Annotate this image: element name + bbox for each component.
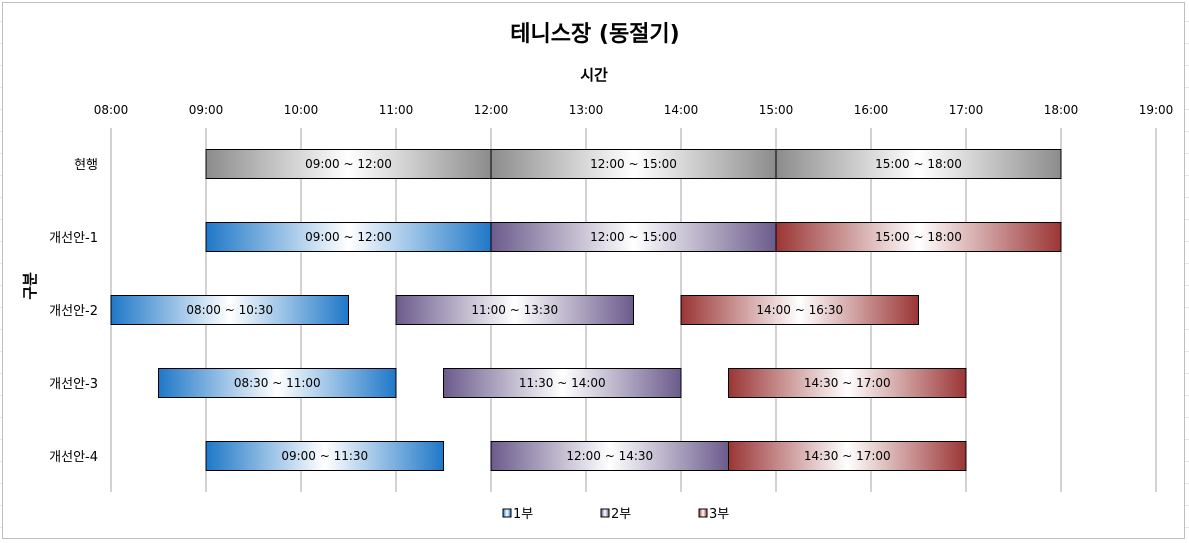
gantt-bar[interactable]: 14:30 ~ 17:00 (728, 441, 967, 471)
bar-label: 15:00 ~ 18:00 (875, 157, 962, 171)
gantt-bar[interactable]: 12:00 ~ 15:00 (490, 149, 777, 179)
x-tick-label: 11:00 (379, 103, 414, 117)
bar-label: 14:30 ~ 17:00 (804, 376, 891, 390)
bar-label: 14:00 ~ 16:30 (756, 303, 843, 317)
x-tick-label: 13:00 (569, 103, 604, 117)
gantt-bar[interactable]: 08:00 ~ 10:30 (110, 295, 349, 325)
bar-rect[interactable] (110, 295, 349, 325)
bar-rect[interactable] (158, 368, 397, 398)
bar-rect[interactable] (680, 295, 919, 325)
x-tick-label: 17:00 (949, 103, 984, 117)
chart-title: 테니스장 (동절기) (510, 22, 679, 47)
gantt-bar[interactable]: 15:00 ~ 18:00 (775, 149, 1062, 179)
category-label: 개선안-1 (49, 231, 98, 246)
bar-label: 14:30 ~ 17:00 (804, 449, 891, 463)
bar-rect[interactable] (728, 441, 967, 471)
category-label: 개선안-3 (49, 377, 98, 392)
category-label: 현행 (74, 157, 98, 173)
bar-label: 09:00 ~ 12:00 (305, 157, 392, 171)
legend: 1부 2부 3부 (502, 507, 729, 522)
bar-label: 12:00 ~ 14:30 (566, 449, 653, 463)
legend-item[interactable]: 3부 (698, 507, 729, 522)
category-label: 개선안-2 (49, 304, 98, 319)
bar-label: 12:00 ~ 15:00 (590, 230, 677, 244)
x-tick-label: 10:00 (284, 103, 319, 117)
gantt-bar[interactable]: 14:30 ~ 17:00 (728, 368, 967, 398)
bar-rect[interactable] (395, 295, 634, 325)
legend-item[interactable]: 1부 (502, 507, 533, 522)
bar-rect[interactable] (728, 368, 967, 398)
bar-rect[interactable] (775, 149, 1062, 179)
gantt-bar[interactable]: 11:30 ~ 14:00 (443, 368, 682, 398)
x-tick-label: 14:00 (664, 103, 699, 117)
bar-label: 09:00 ~ 11:30 (281, 449, 368, 463)
x-tick-label: 08:00 (94, 103, 129, 117)
x-tick-label: 18:00 (1044, 103, 1079, 117)
bar-rect[interactable] (775, 222, 1062, 252)
legend-item[interactable]: 2부 (600, 507, 631, 522)
gantt-bar[interactable]: 11:00 ~ 13:30 (395, 295, 634, 325)
legend-swatch (502, 508, 512, 518)
legend-swatch (600, 508, 610, 518)
x-tick-label: 16:00 (854, 103, 889, 117)
gantt-bar[interactable]: 15:00 ~ 18:00 (775, 222, 1062, 252)
x-axis-title: 시간 (580, 66, 608, 84)
legend-label: 2부 (611, 507, 631, 522)
y-axis-title: 구분 (21, 272, 39, 300)
gantt-bar[interactable]: 09:00 ~ 12:00 (205, 222, 492, 252)
gantt-bar[interactable]: 14:00 ~ 16:30 (680, 295, 919, 325)
x-tick-label: 19:00 (1139, 103, 1174, 117)
x-tick-label: 09:00 (189, 103, 224, 117)
bars: 09:00 ~ 12:00 12:00 ~ 15:00 15:00 ~ 18:00 0… (110, 149, 1062, 471)
bar-label: 11:00 ~ 13:30 (471, 303, 558, 317)
legend-label: 3부 (709, 507, 729, 522)
bar-label: 12:00 ~ 15:00 (590, 157, 677, 171)
bar-label: 08:00 ~ 10:30 (186, 303, 273, 317)
legend-swatch (698, 508, 708, 518)
x-tick-labels: 08:00 09:00 10:00 11:00 12:00 13:00 14:00 15:00… (94, 103, 1174, 117)
gantt-bar[interactable]: 08:30 ~ 11:00 (158, 368, 397, 398)
bar-label: 08:30 ~ 11:00 (234, 376, 321, 390)
category-label: 개선안-4 (49, 450, 98, 465)
bar-label: 11:30 ~ 14:00 (519, 376, 606, 390)
bar-label: 09:00 ~ 12:00 (305, 230, 392, 244)
x-tick-label: 12:00 (474, 103, 509, 117)
bar-label: 15:00 ~ 18:00 (875, 230, 962, 244)
bar-rect[interactable] (205, 441, 444, 471)
x-tick-label: 15:00 (759, 103, 794, 117)
gantt-bar[interactable]: 09:00 ~ 11:30 (205, 441, 444, 471)
gantt-bar[interactable]: 12:00 ~ 14:30 (490, 441, 729, 471)
gantt-bar[interactable]: 12:00 ~ 15:00 (490, 222, 777, 252)
gantt-bar[interactable]: 09:00 ~ 12:00 (205, 149, 492, 179)
legend-label: 1부 (513, 507, 533, 522)
bar-rect[interactable] (443, 368, 682, 398)
bar-rect[interactable] (490, 441, 729, 471)
